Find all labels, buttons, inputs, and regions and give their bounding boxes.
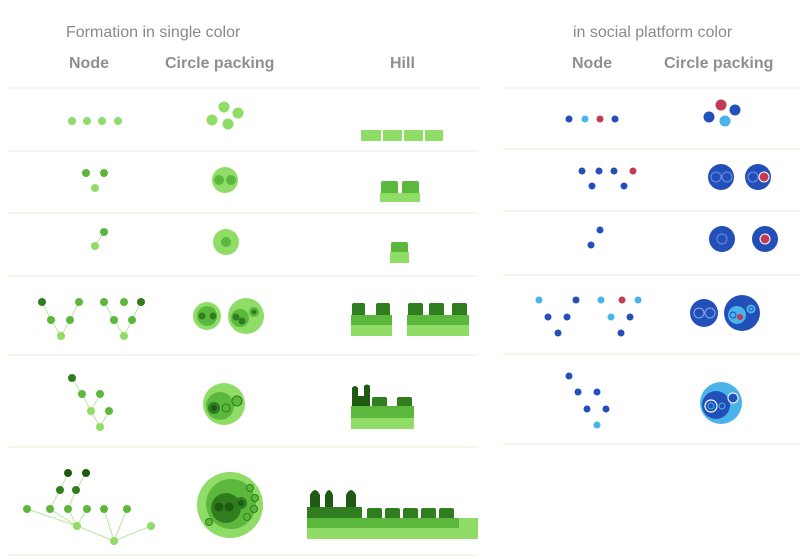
node-diagram-row-1	[68, 117, 122, 125]
hill-row-4	[351, 303, 469, 336]
node-diagram-row-4	[38, 298, 145, 340]
social-node-row-3	[587, 226, 604, 249]
circle-packing-row-5	[203, 383, 245, 425]
left-header-hill: Hill	[390, 55, 415, 72]
node-diagram-row-2	[82, 169, 108, 192]
hill-row-3	[390, 242, 409, 263]
right-header-circle-packing: Circle packing	[664, 55, 774, 72]
hill-row-2	[380, 181, 420, 202]
right-header-node: Node	[572, 55, 612, 72]
social-node-row-2	[578, 167, 637, 190]
social-circle-packing-row-3	[709, 226, 778, 252]
circle-packing-row-2	[212, 167, 238, 193]
row-dividers	[8, 87, 800, 556]
left-panel-title: Formation in single color	[66, 24, 241, 41]
left-header-circle-packing: Circle packing	[165, 55, 275, 72]
node-diagram-row-6	[23, 469, 155, 545]
circle-packing-row-1	[206, 101, 244, 130]
social-node-row-4	[535, 296, 642, 337]
social-circle-packing-row-1	[703, 99, 741, 127]
circle-packing-row-3	[213, 229, 239, 255]
right-panel-title: in social platform color	[573, 24, 733, 41]
node-diagram-row-3	[91, 228, 108, 250]
social-circle-packing-row-5	[700, 382, 742, 424]
social-circle-packing-row-2	[708, 164, 771, 190]
hill-row-5	[351, 384, 414, 429]
node-diagram-row-5	[68, 374, 113, 431]
circle-packing-row-4	[193, 298, 264, 334]
social-circle-packing-row-4	[690, 295, 760, 331]
social-node-row-1	[565, 115, 619, 123]
social-node-row-5	[565, 372, 610, 429]
left-header-node: Node	[69, 55, 109, 72]
hill-row-1	[361, 130, 443, 141]
circle-packing-row-6	[197, 472, 263, 538]
hill-row-6	[307, 490, 478, 539]
